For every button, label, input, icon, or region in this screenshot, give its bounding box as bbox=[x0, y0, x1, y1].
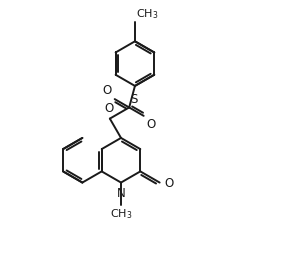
Text: N: N bbox=[117, 187, 125, 200]
Text: O: O bbox=[164, 177, 174, 190]
Text: O: O bbox=[147, 118, 156, 131]
Text: S: S bbox=[130, 93, 138, 106]
Text: CH$_3$: CH$_3$ bbox=[110, 207, 132, 221]
Text: O: O bbox=[102, 84, 112, 97]
Text: O: O bbox=[104, 102, 113, 116]
Text: CH$_3$: CH$_3$ bbox=[136, 7, 159, 21]
